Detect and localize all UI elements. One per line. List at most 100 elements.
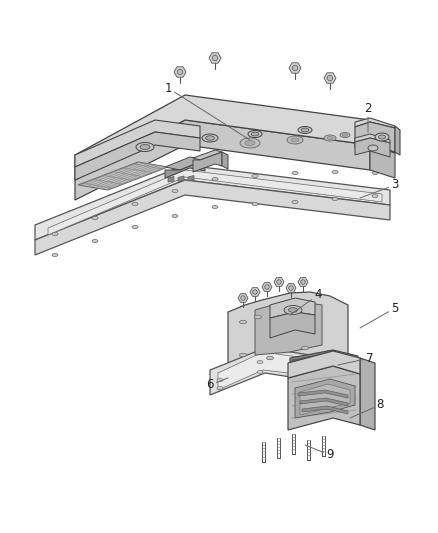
Polygon shape [355, 122, 395, 152]
Ellipse shape [266, 356, 273, 360]
Polygon shape [270, 298, 315, 318]
Ellipse shape [136, 142, 154, 151]
Polygon shape [360, 358, 375, 430]
Ellipse shape [202, 134, 218, 142]
Ellipse shape [253, 290, 257, 294]
Ellipse shape [287, 136, 303, 144]
Ellipse shape [327, 136, 333, 140]
Polygon shape [298, 390, 348, 398]
Text: 6: 6 [206, 378, 228, 392]
Ellipse shape [240, 138, 260, 148]
Ellipse shape [212, 206, 218, 208]
Ellipse shape [132, 203, 138, 206]
Polygon shape [250, 288, 260, 296]
Ellipse shape [205, 136, 214, 140]
Polygon shape [295, 379, 355, 418]
Text: 7: 7 [338, 351, 374, 365]
Polygon shape [75, 132, 200, 180]
Ellipse shape [300, 373, 306, 376]
Ellipse shape [252, 203, 258, 206]
Ellipse shape [372, 195, 378, 198]
Polygon shape [370, 120, 395, 153]
Ellipse shape [241, 296, 245, 300]
Ellipse shape [240, 320, 247, 324]
Ellipse shape [378, 135, 385, 139]
Polygon shape [188, 175, 194, 181]
Polygon shape [355, 118, 395, 128]
Text: 9: 9 [305, 445, 334, 462]
Ellipse shape [300, 367, 306, 369]
Polygon shape [298, 278, 308, 286]
Ellipse shape [251, 132, 259, 136]
Ellipse shape [277, 280, 281, 284]
Ellipse shape [301, 128, 309, 132]
Ellipse shape [92, 216, 98, 220]
Ellipse shape [324, 135, 336, 141]
Polygon shape [288, 366, 360, 430]
Polygon shape [290, 350, 358, 364]
Polygon shape [165, 160, 205, 178]
Ellipse shape [212, 177, 218, 181]
Text: 8: 8 [350, 399, 384, 418]
Ellipse shape [301, 280, 305, 284]
Ellipse shape [375, 133, 389, 141]
Ellipse shape [292, 172, 298, 174]
Ellipse shape [289, 286, 293, 290]
Ellipse shape [257, 360, 263, 364]
Ellipse shape [327, 75, 333, 80]
Polygon shape [35, 180, 390, 255]
Ellipse shape [265, 285, 269, 289]
Polygon shape [355, 138, 390, 157]
Ellipse shape [252, 174, 258, 177]
Text: 4: 4 [290, 288, 322, 315]
Ellipse shape [368, 145, 378, 151]
Ellipse shape [257, 370, 263, 374]
Ellipse shape [217, 378, 223, 382]
Ellipse shape [52, 254, 58, 256]
Ellipse shape [92, 239, 98, 243]
Polygon shape [222, 152, 228, 169]
Polygon shape [75, 95, 370, 180]
Polygon shape [210, 348, 310, 395]
Ellipse shape [217, 386, 223, 390]
Ellipse shape [52, 232, 58, 236]
Polygon shape [292, 352, 356, 362]
Text: 2: 2 [364, 101, 372, 132]
Polygon shape [255, 300, 322, 355]
Polygon shape [370, 145, 395, 178]
Ellipse shape [172, 190, 178, 192]
Ellipse shape [292, 66, 298, 71]
Ellipse shape [291, 138, 299, 142]
Ellipse shape [240, 353, 247, 357]
Ellipse shape [340, 133, 350, 138]
Polygon shape [238, 294, 248, 302]
Polygon shape [395, 126, 400, 155]
Polygon shape [218, 352, 305, 390]
Polygon shape [262, 282, 272, 292]
Polygon shape [300, 398, 348, 406]
Ellipse shape [284, 305, 302, 314]
Polygon shape [75, 120, 200, 167]
Polygon shape [300, 384, 350, 415]
Ellipse shape [292, 200, 298, 204]
Polygon shape [228, 292, 348, 370]
Polygon shape [168, 176, 174, 182]
Polygon shape [75, 120, 370, 200]
Polygon shape [274, 278, 284, 286]
Polygon shape [174, 67, 186, 77]
Ellipse shape [372, 172, 378, 174]
Ellipse shape [289, 308, 297, 312]
Ellipse shape [140, 144, 150, 149]
Ellipse shape [212, 55, 218, 61]
Polygon shape [209, 53, 221, 63]
Polygon shape [289, 63, 301, 73]
Polygon shape [324, 73, 336, 83]
Text: 5: 5 [360, 302, 399, 328]
Text: 1: 1 [164, 82, 250, 140]
Ellipse shape [172, 214, 178, 217]
Ellipse shape [254, 315, 261, 319]
Ellipse shape [177, 69, 183, 75]
Ellipse shape [132, 225, 138, 229]
Polygon shape [288, 351, 360, 378]
Ellipse shape [301, 346, 308, 350]
